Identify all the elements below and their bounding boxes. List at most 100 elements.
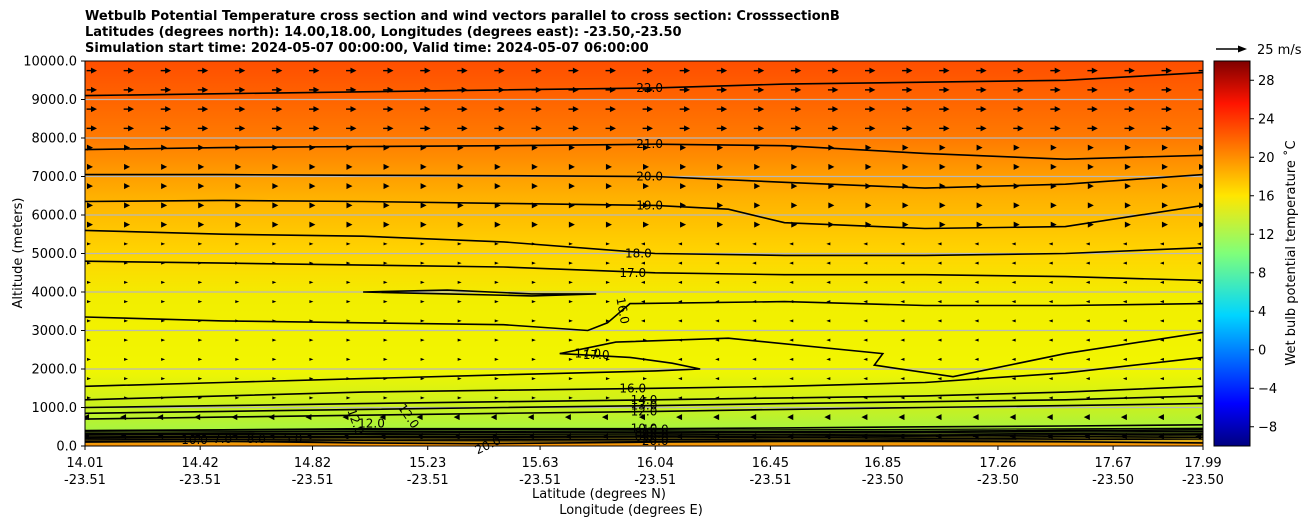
wind-vector — [420, 319, 425, 323]
wind-vector-head — [869, 67, 876, 74]
contour-line — [85, 430, 1203, 435]
wind-vector-head — [1054, 86, 1061, 93]
wind-vector — [346, 319, 351, 323]
wind-vector — [1122, 242, 1127, 246]
wind-vector-head — [1091, 106, 1098, 113]
wind-vector — [1122, 338, 1127, 342]
wind-vector-head — [572, 125, 579, 132]
wind-vector-head — [420, 202, 427, 209]
wind-vector-head — [605, 221, 612, 228]
wind-vector-head — [601, 414, 608, 421]
wind-vector-head — [387, 67, 394, 74]
y-axis: 0.0 1000.0 2000.0 3000.0 4000.0 5000.0 6000.0 7… — [23, 55, 85, 455]
wind-vector — [272, 338, 277, 342]
wind-vector — [1085, 319, 1090, 323]
wind-vector-head — [498, 106, 505, 113]
wind-vector — [974, 396, 979, 400]
wind-vector-head — [350, 106, 357, 113]
wind-vector-head — [758, 106, 765, 113]
wind-vector — [309, 242, 314, 246]
wind-vector — [826, 319, 831, 323]
x-tick-label-lon: -23.51 — [179, 473, 221, 488]
wind-vector — [346, 300, 351, 304]
x-tick-label-lon: -23.51 — [292, 473, 334, 488]
contour-line — [85, 433, 1203, 438]
contour-label: 6.0 — [634, 429, 653, 443]
wind-vector-head — [939, 163, 946, 170]
wind-vector — [346, 338, 351, 342]
wind-vector — [752, 377, 757, 381]
wind-vector-head — [165, 106, 172, 113]
wind-vector — [605, 242, 610, 246]
wind-vector — [641, 319, 645, 323]
wind-vector-head — [424, 67, 431, 74]
wind-vector-head — [276, 86, 283, 93]
wind-vector — [1085, 242, 1090, 246]
wind-vector-head — [490, 414, 497, 421]
contour-label: 12.0 — [631, 404, 658, 418]
wind-vector — [383, 280, 388, 284]
wind-vector-head — [1013, 202, 1020, 209]
wind-vector-head — [1013, 163, 1020, 170]
colorbar-tick-label: 20 — [1258, 151, 1275, 166]
wind-vector-head — [758, 125, 765, 132]
wind-vector — [198, 242, 203, 246]
wind-vector — [1085, 280, 1090, 284]
wind-vector-head — [91, 125, 97, 132]
wind-vector — [900, 280, 905, 284]
wind-vector-head — [235, 202, 242, 209]
wind-vector — [457, 396, 462, 400]
wind-vector-head — [346, 221, 353, 228]
contour-label: 13.0 — [631, 399, 658, 413]
wind-vector-head — [754, 163, 761, 170]
wind-vector-head — [1128, 86, 1135, 93]
wind-vector — [383, 319, 388, 323]
wind-vector-head — [535, 125, 542, 132]
wind-vector — [1159, 377, 1164, 381]
wind-vector — [900, 261, 905, 265]
wind-vector-head — [198, 221, 205, 228]
wind-vector — [272, 396, 277, 400]
wind-vector-head — [535, 67, 542, 74]
contour-line — [85, 199, 1203, 230]
y-tick-label: 8000.0 — [32, 132, 78, 147]
wind-vector-head — [198, 183, 205, 190]
x-tick-label-lat: 16.85 — [864, 456, 901, 471]
wind-vector — [383, 261, 388, 265]
wind-vector-head — [902, 202, 909, 209]
wind-vector — [605, 319, 610, 323]
wind-vector-head — [535, 106, 542, 113]
wind-vector-head — [1124, 183, 1131, 190]
wind-vector-head — [1017, 86, 1024, 93]
wind-vector — [1048, 280, 1053, 284]
wind-vector-head — [1128, 106, 1135, 113]
wind-vector-head — [309, 221, 316, 228]
contour-label: 8.0 — [247, 432, 266, 446]
wind-vector — [161, 357, 166, 361]
wind-vector-head — [1013, 221, 1020, 228]
x-tick-label-lon: -23.51 — [519, 473, 561, 488]
wind-vector-head — [346, 202, 353, 209]
wind-vector-head — [239, 86, 246, 93]
contour-label: 18.0 — [625, 247, 652, 261]
wind-vector — [568, 319, 573, 323]
wind-vector-head — [1203, 125, 1209, 131]
x-tick-label-lon: -23.50 — [1092, 473, 1134, 488]
x-axis-label: Latitude (degrees N) — [532, 487, 666, 502]
wind-vector — [124, 242, 129, 246]
wind-vector — [494, 319, 499, 323]
wind-vector-head — [643, 144, 649, 151]
wind-vector — [1159, 242, 1164, 246]
wind-vector-head — [754, 202, 761, 209]
wind-vector — [568, 377, 573, 381]
wind-vector-head — [202, 106, 209, 113]
wind-vector — [87, 242, 91, 246]
wind-vector-head — [824, 414, 831, 421]
wind-vector — [605, 300, 610, 304]
wind-vector-head — [165, 67, 172, 74]
wind-vector-head — [91, 67, 97, 74]
y-tick-label: 4000.0 — [32, 286, 78, 301]
contour-label: 12.0 — [358, 417, 385, 431]
wind-vector-head — [717, 183, 724, 190]
wind-vector — [715, 261, 720, 265]
